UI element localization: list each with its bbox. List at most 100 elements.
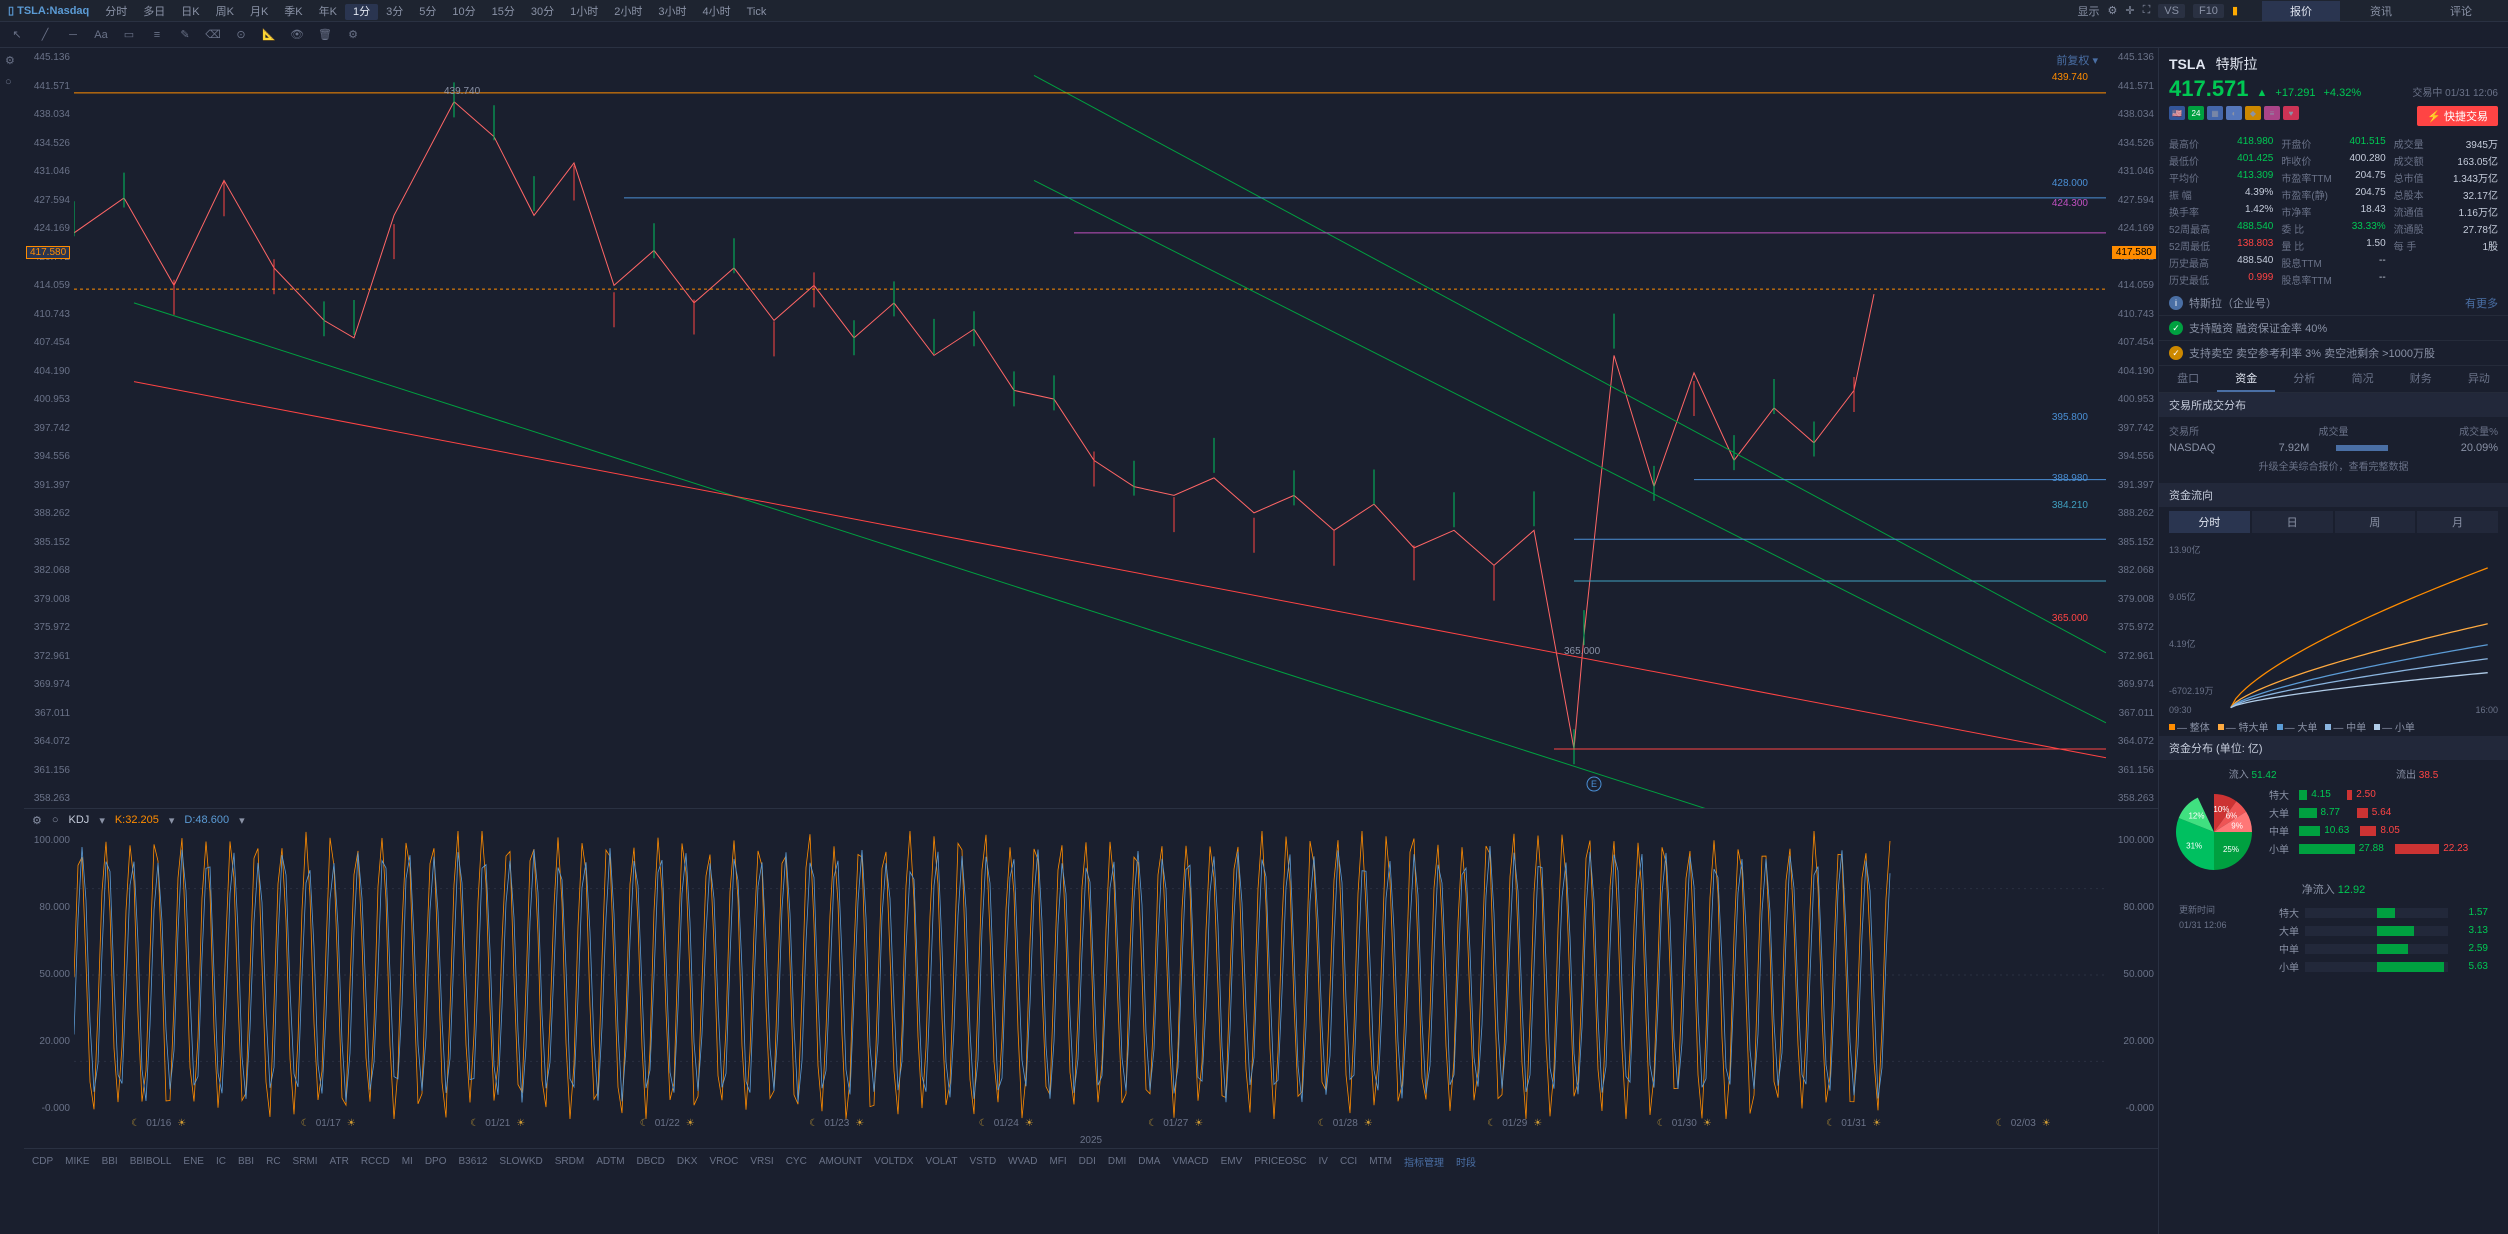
- timeframe-季K[interactable]: 季K: [276, 4, 310, 20]
- indicator-SLOWKD[interactable]: SLOWKD: [499, 1156, 542, 1167]
- indicator-SRDM[interactable]: SRDM: [555, 1156, 584, 1167]
- subtab-分析[interactable]: 分析: [2275, 366, 2333, 392]
- indicator-BBIBOLL[interactable]: BBIBOLL: [130, 1156, 172, 1167]
- timeframe-日K[interactable]: 日K: [173, 4, 207, 20]
- indicator-manager[interactable]: 指标管理: [1404, 1154, 1444, 1169]
- hline-icon[interactable]: ─: [64, 26, 82, 44]
- ruler-icon[interactable]: 📐: [260, 26, 278, 44]
- cursor-icon[interactable]: ↖: [8, 26, 26, 44]
- indicator-DPO[interactable]: DPO: [425, 1156, 447, 1167]
- upgrade-prompt[interactable]: 升级全美综合报价，查看完整数据: [2169, 454, 2498, 477]
- indicator-CCI[interactable]: CCI: [1340, 1156, 1357, 1167]
- bookmark-icon[interactable]: ▮: [2232, 4, 2238, 17]
- right-tab-报价[interactable]: 报价: [2262, 1, 2340, 21]
- period-月[interactable]: 月: [2417, 511, 2498, 533]
- main-chart[interactable]: 前复权 ▾ 445.136441.571438.034434.526431.04…: [24, 48, 2158, 808]
- indicator-IC[interactable]: IC: [216, 1156, 226, 1167]
- timeframe-3分[interactable]: 3分: [378, 4, 411, 20]
- subtab-异动[interactable]: 异动: [2450, 366, 2508, 392]
- indicator-CDP[interactable]: CDP: [32, 1156, 53, 1167]
- indicator-RC[interactable]: RC: [266, 1156, 280, 1167]
- f10-button[interactable]: F10: [2193, 4, 2224, 18]
- subtab-盘口[interactable]: 盘口: [2159, 366, 2217, 392]
- gutter-gear-icon[interactable]: ⚙: [5, 54, 19, 68]
- indicator-ADTM[interactable]: ADTM: [596, 1156, 624, 1167]
- fib-icon[interactable]: ≡: [148, 26, 166, 44]
- indicator-EMV[interactable]: EMV: [1221, 1156, 1243, 1167]
- indicator-MI[interactable]: MI: [402, 1156, 413, 1167]
- indicator-MFI[interactable]: MFI: [1049, 1156, 1066, 1167]
- timeframe-5分[interactable]: 5分: [411, 4, 444, 20]
- indicator-B3612[interactable]: B3612: [458, 1156, 487, 1167]
- indicator-IV[interactable]: IV: [1319, 1156, 1328, 1167]
- right-tab-资讯[interactable]: 资讯: [2342, 1, 2420, 21]
- subtab-简况[interactable]: 简况: [2334, 366, 2392, 392]
- timeframe-年K[interactable]: 年K: [311, 4, 345, 20]
- timeframe-多日[interactable]: 多日: [135, 4, 173, 20]
- timeframe-15分[interactable]: 15分: [484, 4, 523, 20]
- subtab-资金[interactable]: 资金: [2217, 366, 2275, 392]
- indicator-DMA[interactable]: DMA: [1138, 1156, 1160, 1167]
- indicator-VSTD[interactable]: VSTD: [970, 1156, 997, 1167]
- period-日[interactable]: 日: [2252, 511, 2333, 533]
- symbol-badge[interactable]: ▯ TSLA:Nasdaq: [8, 4, 89, 17]
- timeframe-10分[interactable]: 10分: [444, 4, 483, 20]
- kdj-circle-icon[interactable]: ○: [52, 814, 59, 826]
- right-tab-评论[interactable]: 评论: [2422, 1, 2500, 21]
- indicator-ATR[interactable]: ATR: [330, 1156, 349, 1167]
- eye-icon[interactable]: 👁: [288, 26, 306, 44]
- timeframe-月K[interactable]: 月K: [242, 4, 276, 20]
- trendline-icon[interactable]: ╱: [36, 26, 54, 44]
- period-周[interactable]: 周: [2335, 511, 2416, 533]
- indicator-DBCD[interactable]: DBCD: [637, 1156, 665, 1167]
- indicator-VRSI[interactable]: VRSI: [750, 1156, 773, 1167]
- gear-icon[interactable]: ⚙: [344, 26, 362, 44]
- indicator-DDI[interactable]: DDI: [1079, 1156, 1096, 1167]
- timeframe-2小时[interactable]: 2小时: [606, 4, 650, 20]
- timeframe-4小时[interactable]: 4小时: [694, 4, 738, 20]
- brush-icon[interactable]: ✎: [176, 26, 194, 44]
- indicator-RCCD[interactable]: RCCD: [361, 1156, 390, 1167]
- indicator-ENE[interactable]: ENE: [183, 1156, 204, 1167]
- indicator-DKX[interactable]: DKX: [677, 1156, 698, 1167]
- indicator-VOLTDX[interactable]: VOLTDX: [874, 1156, 913, 1167]
- trash-icon[interactable]: 🗑: [316, 26, 334, 44]
- indicator-CYC[interactable]: CYC: [786, 1156, 807, 1167]
- eraser-icon[interactable]: ⌫: [204, 26, 222, 44]
- text-icon[interactable]: Aa: [92, 26, 110, 44]
- period-分时[interactable]: 分时: [2169, 511, 2250, 533]
- fullscreen-icon[interactable]: ⛶: [2143, 4, 2151, 17]
- display-menu[interactable]: 显示: [2077, 3, 2099, 19]
- indicator-MIKE[interactable]: MIKE: [65, 1156, 89, 1167]
- indicator-SRMI[interactable]: SRMI: [293, 1156, 318, 1167]
- magnet-icon[interactable]: ⊙: [232, 26, 250, 44]
- more-link[interactable]: 有更多: [2465, 295, 2498, 311]
- indicator-AMOUNT[interactable]: AMOUNT: [819, 1156, 862, 1167]
- rect-icon[interactable]: ▭: [120, 26, 138, 44]
- indicator-DMI[interactable]: DMI: [1108, 1156, 1126, 1167]
- gutter-circle-icon[interactable]: ○: [5, 76, 19, 90]
- timeframe-3小时[interactable]: 3小时: [650, 4, 694, 20]
- subtab-财务[interactable]: 财务: [2392, 366, 2450, 392]
- vs-button[interactable]: VS: [2158, 4, 2185, 18]
- time-segment[interactable]: 时段: [1456, 1154, 1476, 1169]
- timeframe-周K[interactable]: 周K: [208, 4, 242, 20]
- timeframe-分时[interactable]: 分时: [97, 4, 135, 20]
- kdj-panel[interactable]: ⚙ ○ KDJ ▾ K:32.205 ▾ D:48.600 ▾ 100.0008…: [24, 808, 2158, 1148]
- settings-icon[interactable]: ⚙: [2107, 4, 2117, 17]
- timeframe-1分[interactable]: 1分: [345, 4, 378, 20]
- indicator-MTM[interactable]: MTM: [1369, 1156, 1392, 1167]
- indicator-VOLAT[interactable]: VOLAT: [925, 1156, 957, 1167]
- quick-trade-button[interactable]: ⚡ 快捷交易: [2417, 106, 2498, 126]
- indicator-VROC[interactable]: VROC: [709, 1156, 738, 1167]
- crosshair-icon[interactable]: ✛: [2125, 4, 2134, 17]
- indicator-BBI[interactable]: BBI: [102, 1156, 118, 1167]
- kdj-gear-icon[interactable]: ⚙: [32, 814, 42, 827]
- timeframe-1小时[interactable]: 1小时: [562, 4, 606, 20]
- indicator-VMACD[interactable]: VMACD: [1172, 1156, 1208, 1167]
- indicator-WVAD[interactable]: WVAD: [1008, 1156, 1037, 1167]
- timeframe-30分[interactable]: 30分: [523, 4, 562, 20]
- company-info-row[interactable]: i 特斯拉（企业号） 有更多: [2159, 291, 2508, 316]
- timeframe-Tick[interactable]: Tick: [739, 4, 775, 20]
- indicator-PRICEOSC[interactable]: PRICEOSC: [1254, 1156, 1306, 1167]
